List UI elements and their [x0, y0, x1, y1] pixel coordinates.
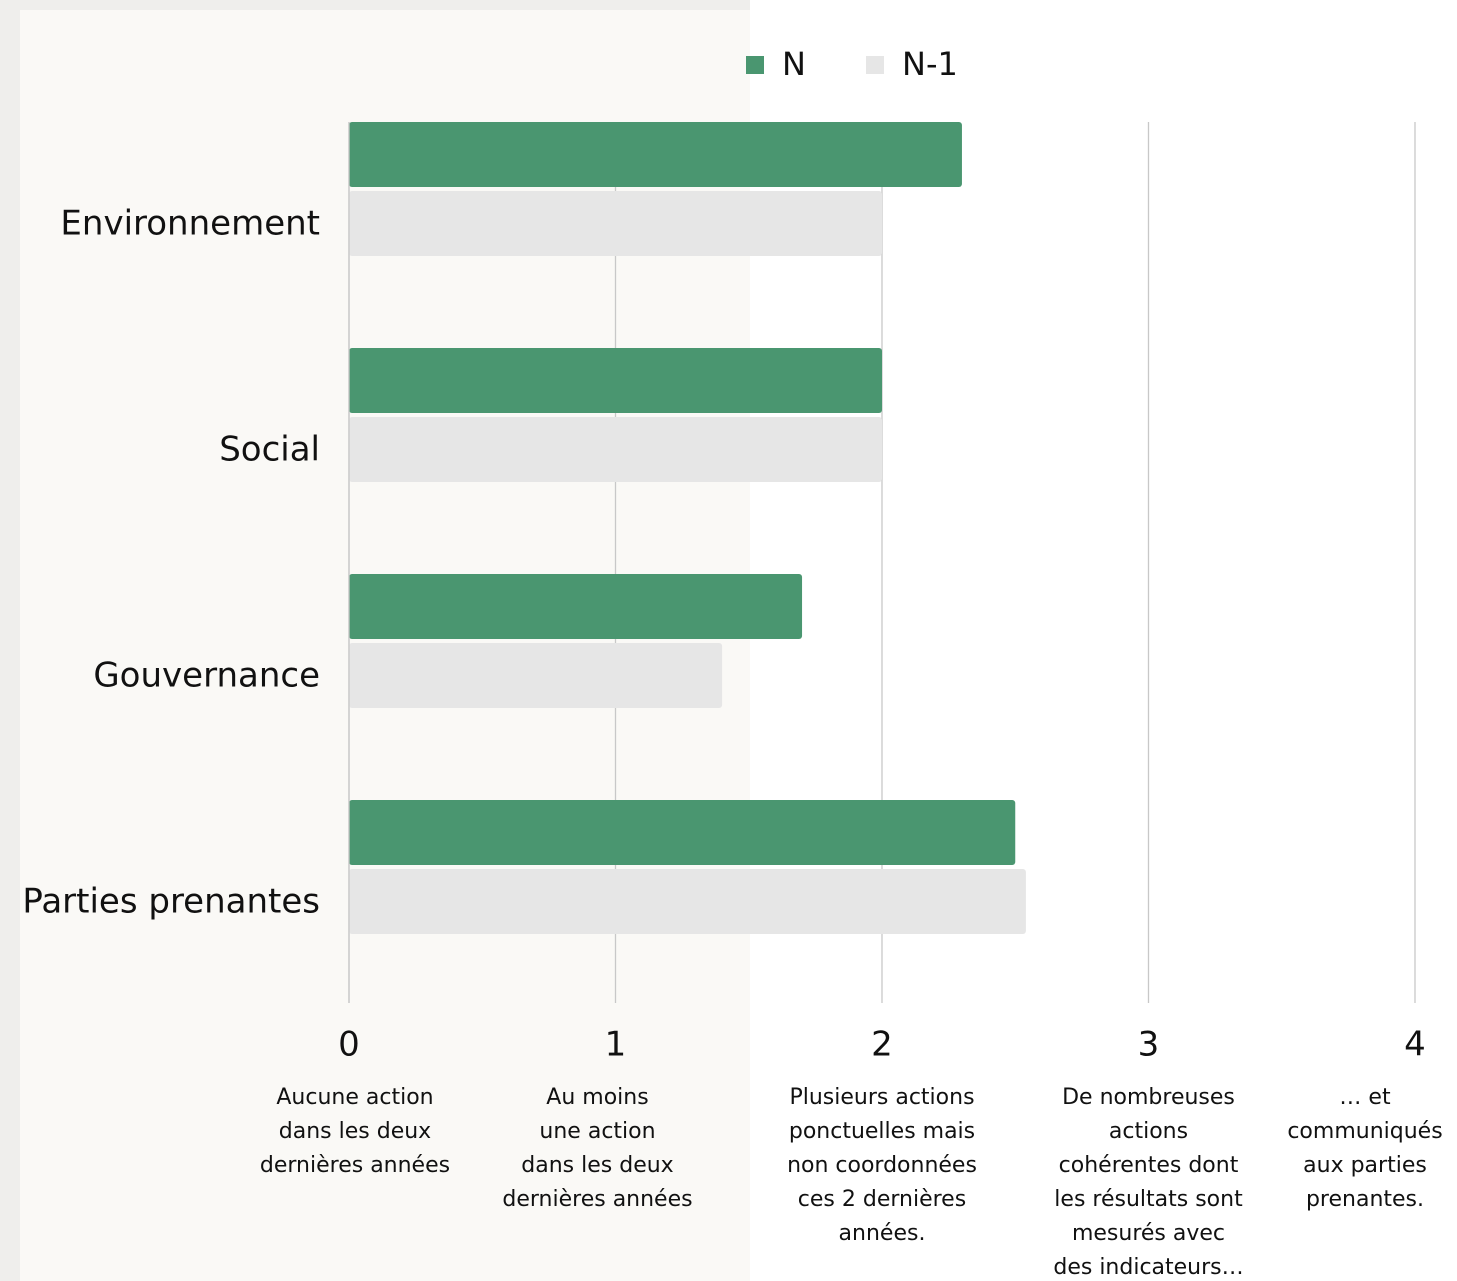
y-tick-label: Environnement — [60, 204, 320, 244]
x-tick-description: une action — [539, 1119, 655, 1144]
x-tick-description: actions — [1109, 1119, 1188, 1144]
x-tick-description: des indicateurs… — [1053, 1255, 1243, 1280]
x-tick-label: 1 — [605, 1025, 627, 1065]
x-tick-description: … et — [1339, 1085, 1391, 1110]
x-tick-description: ponctuelles mais — [789, 1119, 975, 1144]
x-tick-description: dans les deux — [521, 1153, 673, 1178]
x-tick-description: non coordonnées — [787, 1153, 977, 1178]
x-tick-description: années. — [839, 1221, 926, 1246]
x-tick-description: cohérentes dont — [1059, 1153, 1239, 1178]
bar — [349, 191, 882, 256]
bar — [349, 122, 962, 187]
bar — [349, 574, 803, 639]
x-tick-description: dernières années — [502, 1187, 692, 1212]
x-tick-description: aux parties — [1303, 1153, 1427, 1178]
x-tick-description: prenantes. — [1306, 1187, 1424, 1212]
legend-swatch — [746, 56, 764, 74]
x-tick-description: les résultats sont — [1054, 1187, 1243, 1212]
bar — [349, 643, 723, 708]
legend-label: N-1 — [902, 45, 958, 83]
x-tick-description: De nombreuses — [1062, 1085, 1235, 1110]
x-tick-label: 2 — [871, 1025, 893, 1065]
x-tick-description: dernières années — [260, 1153, 450, 1178]
x-tick-description: dans les deux — [279, 1119, 431, 1144]
y-tick-label: Gouvernance — [93, 656, 320, 696]
y-tick-label: Parties prenantes — [22, 882, 320, 922]
x-tick-label: 0 — [338, 1025, 360, 1065]
x-tick-label: 3 — [1138, 1025, 1160, 1065]
x-tick-description: Plusieurs actions — [789, 1085, 974, 1110]
x-tick-description: Aucune action — [276, 1085, 433, 1110]
y-tick-label: Social — [219, 430, 320, 470]
bar — [349, 348, 882, 413]
x-tick-description: ces 2 dernières — [798, 1187, 966, 1212]
x-tick-description: Au moins — [546, 1085, 648, 1110]
x-tick-description: mesurés avec — [1072, 1221, 1225, 1246]
bar — [349, 869, 1026, 934]
legend-label: N — [782, 45, 806, 83]
legend-swatch — [866, 56, 884, 74]
bar — [349, 800, 1016, 865]
x-tick-label: 4 — [1404, 1025, 1426, 1065]
x-tick-description: communiqués — [1287, 1119, 1442, 1144]
bar — [349, 417, 882, 482]
